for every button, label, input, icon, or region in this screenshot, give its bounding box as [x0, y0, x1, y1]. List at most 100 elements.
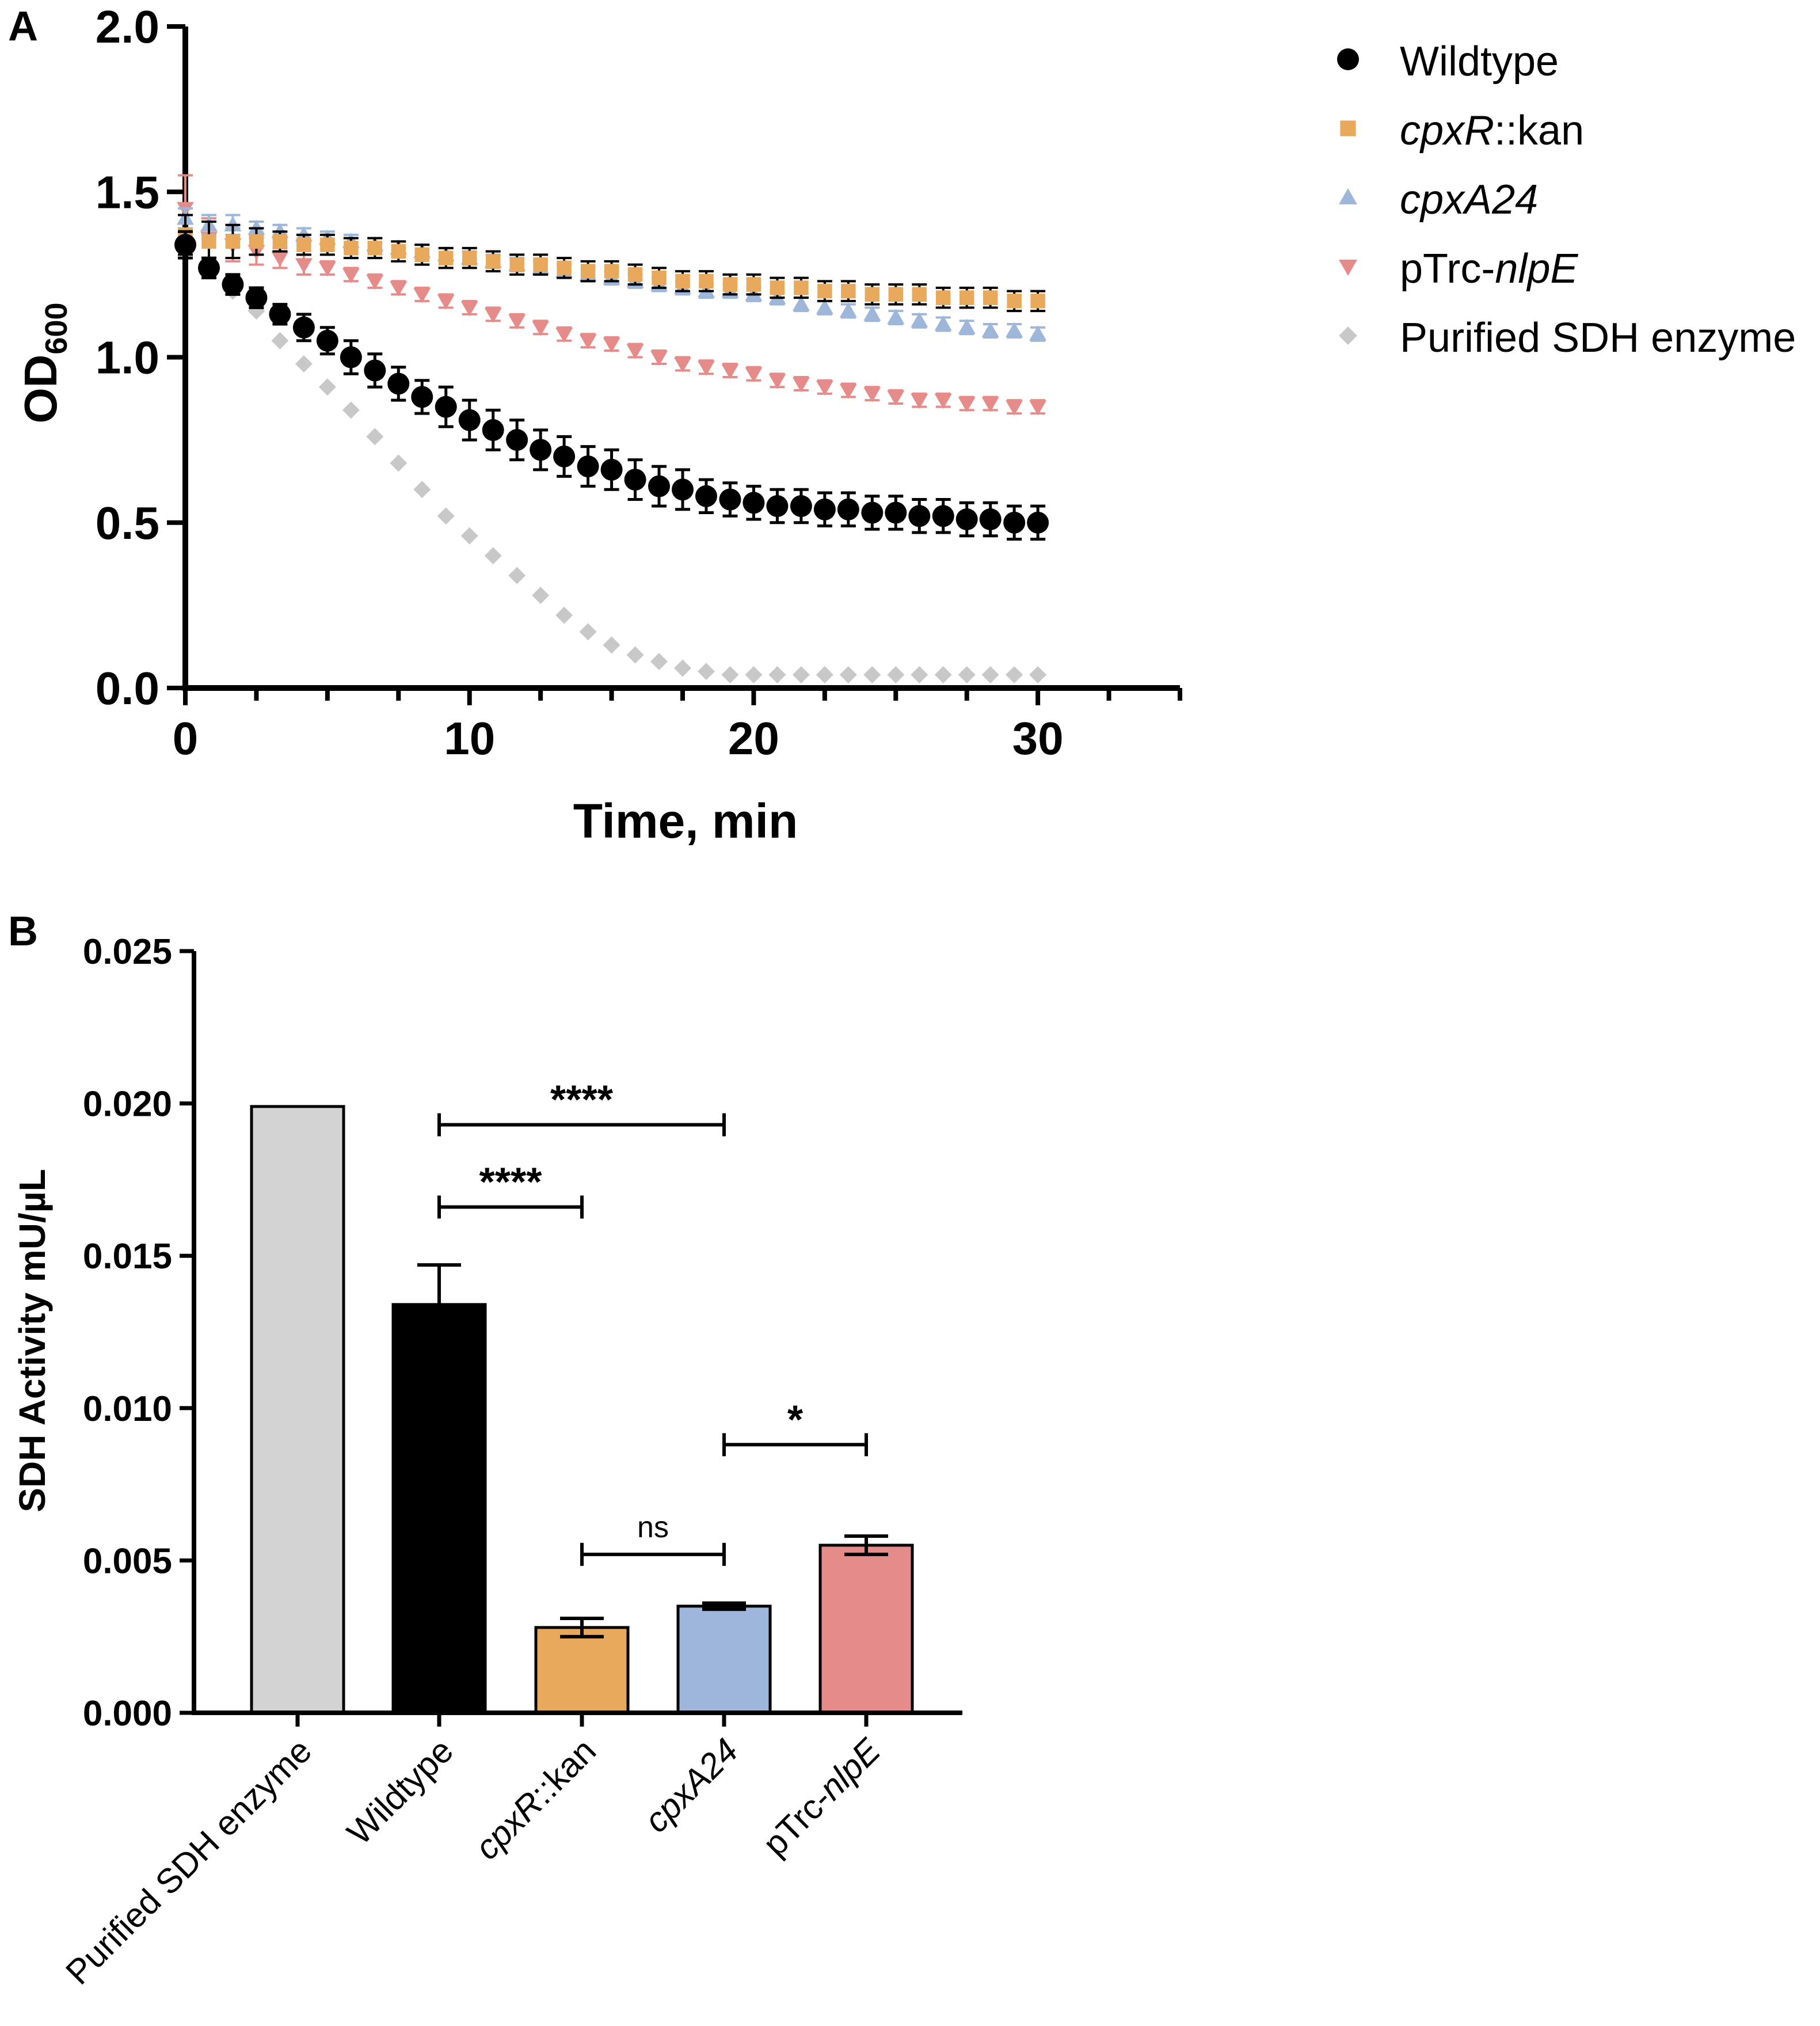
data-point	[626, 646, 644, 664]
bar	[534, 1626, 630, 1715]
data-point	[1006, 322, 1023, 337]
data-point	[340, 346, 362, 368]
data-point	[391, 244, 406, 259]
data-point	[672, 478, 694, 501]
data-point	[320, 237, 335, 252]
data-point	[295, 355, 313, 372]
data-point	[648, 475, 671, 497]
data-point	[530, 439, 552, 461]
data-point	[603, 636, 620, 654]
data-point	[624, 469, 646, 491]
data-point	[675, 273, 690, 289]
data-point	[885, 501, 907, 524]
data-point	[863, 305, 881, 321]
data-point	[983, 290, 998, 305]
series-1	[178, 214, 1046, 313]
data-point	[272, 234, 288, 249]
data-point	[553, 445, 576, 467]
data-point	[934, 316, 952, 331]
legend-marker	[1340, 120, 1356, 136]
data-point	[839, 666, 857, 684]
y-tick-label: 0.010	[83, 1389, 172, 1429]
data-point	[817, 283, 832, 299]
legend-label-part-0: Purified SDH enzyme	[1400, 315, 1796, 361]
data-point	[979, 508, 1002, 531]
legend-label-part-0: Wildtype	[1400, 39, 1559, 85]
data-point	[794, 280, 809, 295]
data-point	[650, 653, 668, 671]
data-point	[413, 481, 431, 499]
data-point	[652, 270, 667, 286]
series-3	[177, 174, 1047, 416]
data-point	[245, 287, 268, 309]
data-point	[887, 390, 905, 406]
data-point	[650, 351, 668, 366]
y-tick-label: 0.000	[83, 1694, 172, 1734]
x-tick-label: 10	[444, 713, 495, 764]
data-point	[1006, 400, 1023, 416]
y-tick-label: 2.0	[96, 1, 159, 52]
data-point	[813, 498, 836, 520]
data-point	[201, 234, 216, 249]
bar	[250, 1105, 345, 1715]
bar	[391, 1303, 487, 1715]
data-point	[532, 587, 550, 605]
y-tick-label: 0.5	[96, 497, 159, 549]
data-point	[911, 393, 928, 409]
data-point	[816, 380, 833, 396]
y-axis-title-main: OD	[15, 355, 66, 424]
data-point	[604, 264, 619, 279]
data-point	[1029, 666, 1047, 684]
od600-time-course-chart: WildtypecpxR::kancpxA24pTrc-nlpEPurified…	[15, 1, 1796, 848]
panel-b-letter: B	[8, 909, 38, 955]
data-point	[366, 275, 384, 290]
data-point	[579, 334, 597, 349]
data-point	[1029, 325, 1047, 341]
data-point	[841, 283, 856, 299]
legend-label: cpxA24	[1400, 177, 1538, 223]
data-point	[768, 374, 786, 389]
data-point	[839, 302, 857, 318]
x-tick-label: 30	[1012, 713, 1064, 764]
bar	[676, 1605, 772, 1715]
data-point	[745, 666, 763, 684]
significance-label: ****	[479, 1160, 543, 1204]
data-point	[981, 397, 999, 412]
data-point	[174, 234, 196, 256]
data-point	[390, 281, 408, 297]
data-point	[508, 314, 526, 330]
series-0	[174, 230, 1049, 541]
data-point	[792, 377, 810, 393]
data-point	[766, 495, 789, 518]
data-point	[887, 666, 905, 684]
data-point	[318, 378, 336, 396]
data-point	[411, 386, 433, 408]
legend-label-part-1: nlpE	[1495, 246, 1578, 292]
data-point	[722, 277, 738, 292]
data-point	[414, 247, 430, 263]
data-point	[225, 234, 241, 249]
data-point	[932, 505, 954, 527]
data-point	[746, 277, 761, 292]
significance-label: *	[787, 1397, 804, 1442]
data-point	[816, 299, 833, 314]
legend-marker	[1337, 48, 1359, 70]
data-point	[627, 267, 643, 282]
data-point	[911, 666, 928, 684]
data-point	[296, 237, 311, 252]
data-point	[197, 257, 220, 279]
data-point	[387, 372, 410, 395]
data-point	[367, 241, 383, 256]
data-point	[955, 508, 978, 531]
legend-label-part-1: ::kan	[1494, 108, 1584, 154]
data-point	[959, 290, 974, 305]
x-axis-title: Time, min	[573, 794, 798, 848]
data-point	[555, 328, 573, 343]
y-tick-label: 0.020	[83, 1085, 172, 1124]
data-point	[745, 367, 763, 383]
series-4	[177, 233, 1047, 684]
data-point	[912, 287, 927, 302]
data-point	[697, 360, 715, 376]
y-axis-title: SDH Activity mU/µL	[12, 1169, 53, 1512]
